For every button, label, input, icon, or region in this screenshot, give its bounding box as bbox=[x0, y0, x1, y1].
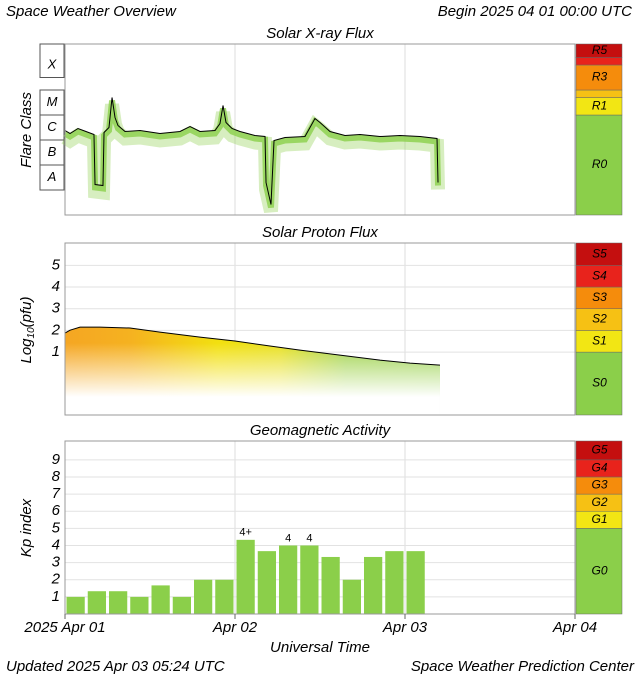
x-tick-label: 2025 Apr 01 bbox=[23, 619, 105, 636]
y-label-sub: 10 bbox=[26, 327, 37, 339]
class-box bbox=[39, 43, 65, 78]
y-tick-label: M bbox=[47, 94, 58, 109]
plot-frame bbox=[64, 43, 576, 216]
x-axis-label: Universal Time bbox=[270, 639, 370, 656]
y-tick-label: 8 bbox=[52, 468, 61, 485]
flux-line bbox=[64, 97, 439, 205]
scale-label: G4 bbox=[591, 461, 607, 475]
kp-bar bbox=[236, 539, 255, 614]
y-tick-label: 4 bbox=[52, 536, 60, 553]
page-title: Space Weather Overview bbox=[6, 3, 177, 20]
scale-label: R3 bbox=[592, 70, 608, 84]
y-tick-label: 5 bbox=[52, 519, 61, 536]
y-axis-label: Kp index bbox=[18, 498, 35, 557]
y-axis-label: Log10(pfu) bbox=[18, 296, 37, 363]
scale-label: G0 bbox=[591, 563, 607, 577]
plot-area bbox=[64, 440, 576, 615]
scale-label: G1 bbox=[591, 512, 607, 526]
y-tick-label: 6 bbox=[52, 502, 61, 519]
panel-title: Solar X-ray Flux bbox=[266, 25, 374, 42]
class-box bbox=[39, 114, 65, 141]
kp-bar bbox=[215, 579, 234, 614]
plot-frame bbox=[64, 242, 576, 416]
scale-band bbox=[575, 114, 623, 216]
y-tick-label: B bbox=[48, 144, 57, 159]
scale-label: G5 bbox=[591, 443, 607, 457]
kp-bar bbox=[194, 579, 213, 614]
value-label: 4 bbox=[306, 532, 312, 544]
panel-title: Geomagnetic Activity bbox=[250, 422, 392, 439]
value-label: 4 bbox=[285, 532, 291, 544]
y-tick-label: X bbox=[47, 56, 58, 71]
kp-bar bbox=[321, 556, 340, 614]
y-tick-label: 3 bbox=[52, 300, 61, 317]
y-tick-label: 9 bbox=[52, 451, 61, 468]
scale-label: S1 bbox=[592, 333, 607, 347]
kp-bar bbox=[151, 585, 170, 614]
y-tick-label: 4 bbox=[52, 278, 60, 295]
scale-label: R1 bbox=[592, 98, 607, 112]
y-tick-label: 2 bbox=[51, 571, 61, 588]
scale-band bbox=[575, 57, 623, 66]
y-tick-label: 1 bbox=[52, 343, 60, 360]
scale-band bbox=[575, 440, 623, 461]
scale-label: S0 bbox=[592, 376, 607, 390]
y-label-base: Log bbox=[18, 338, 35, 364]
kp-bar bbox=[279, 545, 298, 614]
x-tick-label: Apr 03 bbox=[382, 619, 428, 636]
x-tick-label: Apr 02 bbox=[212, 619, 258, 636]
scale-label: R5 bbox=[592, 43, 608, 57]
y-tick-label: 2 bbox=[51, 321, 61, 338]
y-label-rest: (pfu) bbox=[18, 296, 35, 327]
scale-band bbox=[575, 43, 623, 58]
kp-bar bbox=[172, 596, 191, 614]
scale-band bbox=[575, 89, 623, 98]
y-tick-label: 7 bbox=[52, 485, 61, 502]
scale-label: S5 bbox=[592, 246, 607, 260]
kp-bar bbox=[109, 591, 128, 614]
scale-band bbox=[575, 351, 623, 416]
class-box bbox=[39, 89, 65, 116]
scale-label: G2 bbox=[591, 495, 607, 509]
class-box bbox=[39, 164, 65, 191]
kp-bar bbox=[364, 556, 383, 614]
kp-bar bbox=[342, 579, 361, 614]
scale-label: S4 bbox=[592, 268, 607, 282]
scale-label: S2 bbox=[592, 312, 607, 326]
scale-band bbox=[575, 528, 623, 615]
y-tick-label: 1 bbox=[52, 588, 60, 605]
value-label: 4+ bbox=[239, 527, 252, 539]
kp-bar bbox=[257, 551, 276, 614]
y-tick-label: A bbox=[47, 169, 57, 184]
kp-bar bbox=[406, 551, 425, 614]
kp-bar bbox=[385, 551, 404, 614]
panel-title: Solar Proton Flux bbox=[262, 224, 378, 241]
flux-line bbox=[64, 326, 441, 366]
scale-label: G3 bbox=[591, 478, 607, 492]
center: Space Weather Prediction Center bbox=[411, 658, 635, 675]
updated: Updated 2025 Apr 03 05:24 UTC bbox=[6, 658, 225, 675]
kp-bar bbox=[66, 596, 85, 614]
y-axis-label: Flare Class bbox=[18, 92, 35, 168]
scale-label: S3 bbox=[592, 290, 607, 304]
x-tick-label: Apr 04 bbox=[552, 619, 597, 636]
plot-frame bbox=[64, 440, 576, 615]
scale-band bbox=[575, 242, 623, 266]
y-tick-label: 5 bbox=[52, 256, 61, 273]
y-tick-label: 3 bbox=[52, 554, 61, 571]
scale-label: R0 bbox=[592, 157, 608, 171]
flux-fade bbox=[65, 327, 440, 415]
kp-bar bbox=[130, 596, 149, 614]
kp-bar bbox=[87, 591, 106, 614]
y-tick-label: C bbox=[47, 119, 57, 134]
kp-bar bbox=[300, 545, 319, 614]
begin-time: Begin 2025 04 01 00:00 UTC bbox=[438, 3, 632, 20]
